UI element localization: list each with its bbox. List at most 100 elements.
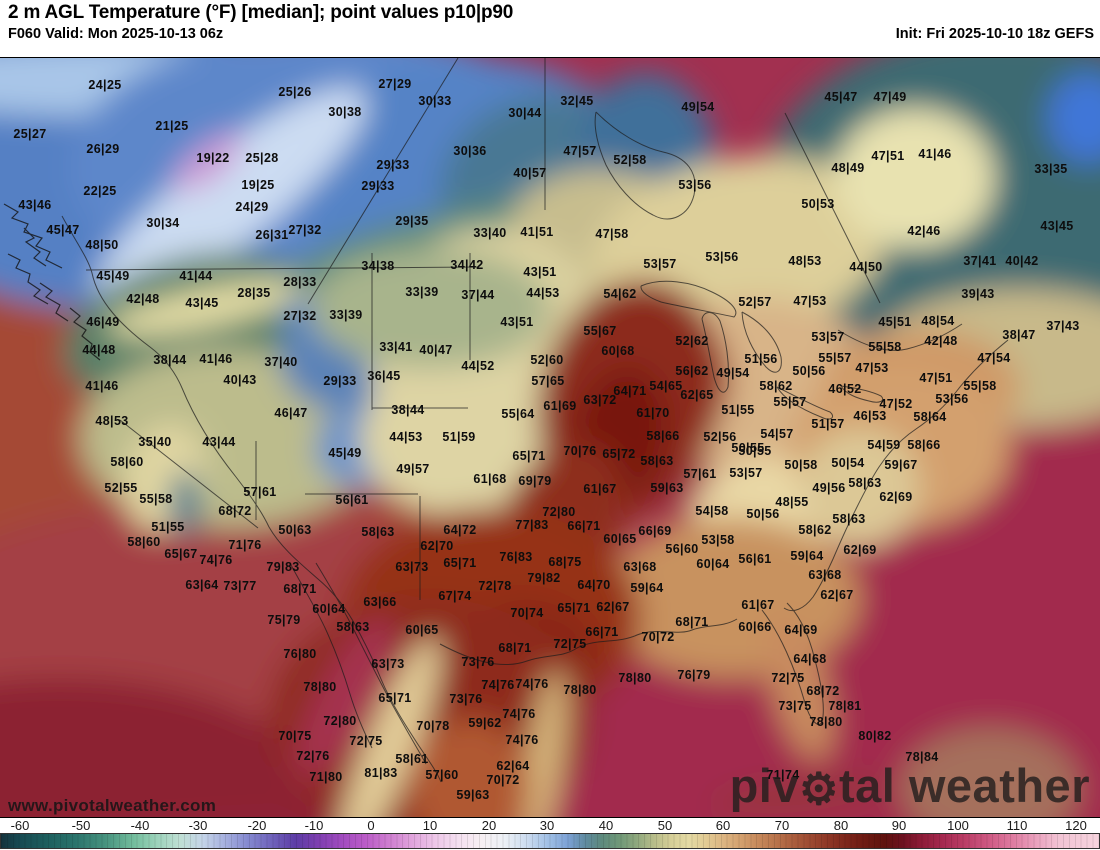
point-value: 61|67 [741,598,775,612]
temperature-field [0,58,1100,817]
point-value: 47|51 [871,149,905,163]
point-value: 55|58 [963,379,997,393]
pivotal-weather-logo: piv⚙tal weather [730,758,1090,815]
point-value: 51|59 [442,430,476,444]
point-value: 58|61 [395,752,429,766]
point-value: 58|64 [913,410,947,424]
colorbar-tick: 30 [539,818,555,833]
point-value: 63|64 [185,578,219,592]
point-value: 47|54 [977,351,1011,365]
point-value: 43|44 [202,435,236,449]
point-value: 50|56 [746,507,780,521]
colorbar-tick: 50 [657,818,673,833]
colorbar-segments [1,834,1099,848]
point-value: 43|45 [1040,219,1074,233]
point-value: 65|71 [378,691,412,705]
point-value: 30|34 [146,216,180,230]
point-value: 33|39 [405,285,439,299]
point-value: 58|62 [759,379,793,393]
point-value: 67|74 [438,589,472,603]
point-value: 41|44 [179,269,213,283]
point-value: 63|73 [371,657,405,671]
point-value: 51|55 [151,520,185,534]
point-value: 58|66 [907,438,941,452]
point-value: 41|46 [85,379,119,393]
point-value: 26|29 [86,142,120,156]
point-value: 50|55 [731,441,765,455]
point-value: 33|40 [473,226,507,240]
point-value: 60|64 [312,602,346,616]
point-value: 37|43 [1046,319,1080,333]
point-value: 68|72 [218,504,252,518]
page-title: 2 m AGL Temperature (°F) [median]; point… [8,2,514,23]
point-value: 66|69 [638,524,672,538]
point-value: 68|71 [283,582,317,596]
point-value: 33|39 [329,308,363,322]
point-value: 42|48 [924,334,958,348]
point-value: 61|68 [473,472,507,486]
point-value: 41|46 [918,147,952,161]
map-canvas[interactable]: 24|25 25|26 27|29 30|33 45|47 47|49 49|54 30|38… [0,57,1100,818]
point-value: 59|62 [468,716,502,730]
colorbar-section: -60 -50 -40 -30 -20 -10 0 10 20 30 40 50 60 70 80 90 100… [0,818,1100,850]
point-value: 58|63 [336,620,370,634]
point-value: 65|71 [443,556,477,570]
point-value: 39|43 [961,287,995,301]
point-value: 48|49 [831,161,865,175]
point-value: 41|46 [199,352,233,366]
colorbar-tick: 70 [774,818,790,833]
point-value: 62|69 [843,543,877,557]
point-value: 56|60 [665,542,699,556]
point-value: 35|40 [138,435,172,449]
point-value: 77|83 [515,518,549,532]
point-value: 69|79 [518,474,552,488]
point-value: 53|57 [643,257,677,271]
point-value: 70|75 [278,729,312,743]
point-value: 28|35 [237,286,271,300]
point-value: 46|49 [86,315,120,329]
point-value: 53|58 [701,533,735,547]
point-value: 60|68 [601,344,635,358]
point-value: 53|56 [705,250,739,264]
point-value: 30|38 [328,105,362,119]
point-value: 46|53 [853,409,887,423]
point-value: 44|53 [526,286,560,300]
colorbar-tick: 80 [833,818,849,833]
point-value: 61|67 [583,482,617,496]
point-value: 59|63 [456,788,490,802]
colorbar-tick: -20 [247,818,267,833]
point-value: 47|52 [879,397,913,411]
point-value: 79|83 [266,560,300,574]
point-value: 46|52 [828,382,862,396]
point-value: 50|63 [278,523,312,537]
point-value: 66|71 [567,519,601,533]
point-value: 74|76 [515,677,549,691]
point-value: 55|64 [501,407,535,421]
point-value: 38|44 [391,403,425,417]
point-value: 78|81 [828,699,862,713]
website-watermark[interactable]: www.pivotalweather.com [8,796,217,815]
point-value: 47|49 [873,90,907,104]
point-value: 55|57 [818,351,852,365]
point-value: 78|80 [618,671,652,685]
point-value: 73|75 [778,699,812,713]
point-value: 49|54 [681,100,715,114]
point-value: 53|56 [935,392,969,406]
point-value: 53|57 [811,330,845,344]
valid-time-label: F060 Valid: Mon 2025-10-13 06z [8,26,224,42]
point-value: 63|68 [808,568,842,582]
point-value: 59|64 [630,581,664,595]
point-value: 78|84 [905,750,939,764]
point-value: 52|62 [675,334,709,348]
point-value: 63|68 [623,560,657,574]
colorbar-tick: -40 [130,818,150,833]
point-value: 48|53 [95,414,129,428]
point-value: 27|32 [288,223,322,237]
point-value: 68|72 [806,684,840,698]
point-value: 50|53 [801,197,835,211]
point-value: 62|67 [596,600,630,614]
point-value: 54|62 [603,287,637,301]
point-value: 38|44 [153,353,187,367]
point-value: 64|69 [784,623,818,637]
